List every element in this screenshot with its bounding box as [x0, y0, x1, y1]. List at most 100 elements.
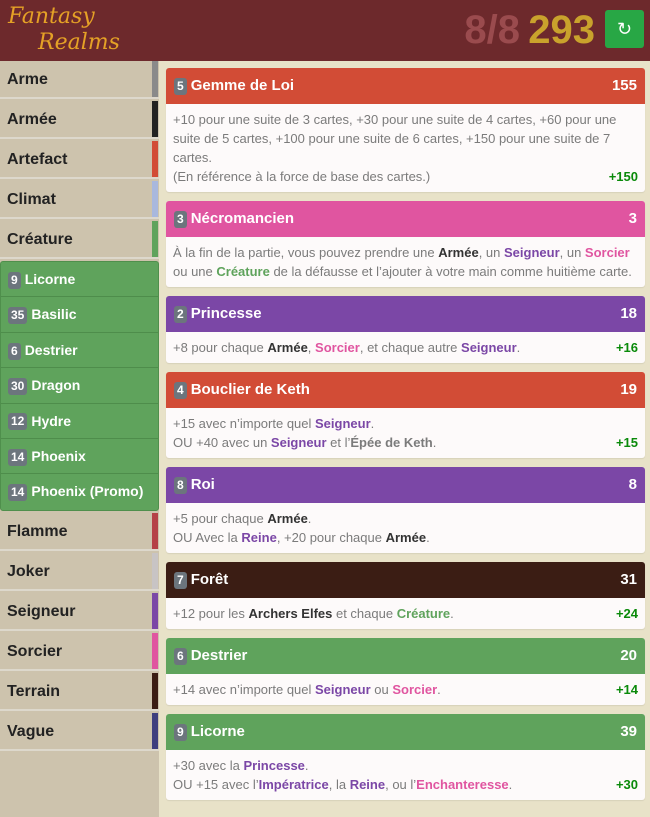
card-score: 8: [628, 476, 637, 493]
total-score: 293: [528, 8, 595, 52]
text-segment: , +20 pour chaque: [276, 530, 386, 545]
category-color-bar: [152, 181, 158, 217]
text-line: +10 pour une suite de 3 cartes, +30 pour…: [173, 110, 638, 167]
strength-badge: 9: [174, 723, 187, 741]
bonus-value: +14: [615, 682, 638, 697]
keyword-creature: Créature: [396, 606, 451, 621]
sidebar-item-label: Sorcier: [7, 642, 63, 660]
text-line: +8 pour chaque Armée, Sorcier, et chaque…: [173, 338, 638, 357]
category-color-bar: [152, 672, 158, 709]
text-segment: .: [304, 758, 309, 773]
text-segment: .: [437, 682, 441, 697]
text-segment: +5 pour chaque: [173, 511, 268, 526]
keyword-armee: Armée: [385, 530, 427, 545]
keyword-armee: Archers Elfes: [248, 606, 333, 621]
sidebar-item[interactable]: Seigneur: [0, 592, 159, 631]
strength-badge: 4: [174, 381, 187, 399]
card-name: Princesse: [190, 305, 262, 322]
text-segment: +15 avec n’importe quel: [173, 416, 316, 431]
keyword-seigneur: Seigneur: [270, 435, 327, 450]
text-line: OU +15 avec l’Impératrice, la Reine, ou …: [173, 775, 638, 794]
text-segment: , ou l’: [385, 777, 417, 792]
sidebar-item[interactable]: Vague: [0, 712, 159, 751]
strength-badge: 3: [174, 210, 187, 228]
card-header[interactable]: 2 Princesse 18: [166, 296, 645, 332]
card-count: 8/8: [464, 8, 520, 52]
hand-card[interactable]: 3 Nécromancien 3 À la fin de la partie, vou…: [166, 201, 645, 287]
hand-card[interactable]: 6 Destrier 20 +14 avec n’importe quel Seign…: [166, 638, 645, 705]
card-header[interactable]: 5 Gemme de Loi 155: [166, 68, 645, 104]
text-segment: +12 pour les: [173, 606, 249, 621]
card-score: 18: [620, 305, 637, 322]
card-header[interactable]: 4 Bouclier de Keth 19: [166, 372, 645, 408]
text-segment: et l’: [326, 435, 351, 450]
hand-card[interactable]: 7 Forêt 31 +12 pour les Archers Elfes et ch…: [166, 562, 645, 629]
sidebar-item[interactable]: Armée: [0, 101, 159, 139]
keyword-seigneur: Reine: [241, 530, 277, 545]
sidebar-item[interactable]: Arme: [0, 61, 159, 99]
keyword-seigneur: Seigneur: [315, 416, 371, 431]
text-segment: OU +15 avec l’: [173, 777, 259, 792]
keyword-sorcier: Enchanteresse: [416, 777, 509, 792]
card-name: Forêt: [190, 571, 229, 588]
keyword-seigneur: Seigneur: [504, 245, 560, 260]
card-option-label: Licorne: [24, 271, 76, 287]
bonus-value: +150: [608, 169, 638, 184]
category-color-bar: [152, 512, 158, 549]
card-option[interactable]: 35 Basilic: [1, 297, 158, 333]
sidebar-item-label: Joker: [7, 562, 50, 580]
sidebar-item-label: Vague: [7, 722, 55, 740]
keyword-sorcier: Sorcier: [584, 245, 630, 260]
sidebar-item[interactable]: Flamme: [0, 512, 159, 551]
hand-card[interactable]: 8 Roi 8 +5 pour chaque Armée. OU Avec la Rei…: [166, 467, 645, 553]
card-header[interactable]: 3 Nécromancien 3: [166, 201, 645, 237]
text-segment: .: [508, 777, 513, 792]
text-segment: ou: [370, 682, 393, 697]
card-header[interactable]: 9 Licorne 39: [166, 714, 645, 750]
sidebar-item-label: Flamme: [7, 522, 68, 540]
card-option[interactable]: 14 Phoenix (Promo): [1, 474, 158, 509]
text-segment: OU Avec la: [173, 530, 242, 545]
hand-card[interactable]: 4 Bouclier de Keth 19 +15 avec n’importe qu…: [166, 372, 645, 458]
sidebar-item[interactable]: Sorcier: [0, 632, 159, 671]
card-option[interactable]: 6 Destrier: [1, 333, 158, 369]
card-header[interactable]: 6 Destrier 20: [166, 638, 645, 674]
category-color-bar: [152, 712, 158, 749]
keyword-seigneur: Seigneur: [461, 340, 517, 355]
refresh-button[interactable]: ↻: [605, 10, 644, 48]
sidebar-item[interactable]: Terrain: [0, 672, 159, 711]
card-option-label: Phoenix (Promo): [31, 483, 144, 500]
keyword-creature: Créature: [216, 264, 270, 279]
logo-text: Fantasy: [8, 4, 95, 29]
hand-card[interactable]: 2 Princesse 18 +8 pour chaque Armée, Sorcie…: [166, 296, 645, 363]
card-option-label: Phoenix: [31, 447, 86, 464]
card-text: À la fin de la partie, vous pouvez prend…: [166, 237, 645, 287]
card-name: Nécromancien: [190, 210, 295, 227]
sidebar-item-label: Créature: [7, 231, 73, 248]
header: Fantasy Realms 8/8 293 ↻: [0, 0, 650, 61]
strength-badge: 6: [8, 342, 21, 360]
category-color-bar: [152, 141, 158, 177]
text-segment: .: [307, 511, 312, 526]
card-option[interactable]: 14 Phoenix: [1, 439, 158, 475]
sidebar-item[interactable]: Créature: [0, 221, 159, 259]
hand-card[interactable]: 5 Gemme de Loi 155 +10 pour une suite de 3 …: [166, 68, 645, 192]
text-segment: .: [450, 606, 454, 621]
card-header[interactable]: 7 Forêt 31: [166, 562, 645, 598]
category-color-bar: [152, 101, 158, 137]
card-text: +8 pour chaque Armée, Sorcier, et chaque…: [166, 332, 645, 363]
hand-card[interactable]: 9 Licorne 39 +30 avec la Princesse. OU +15 a…: [166, 714, 645, 800]
card-text: +12 pour les Archers Elfes et chaque Cré…: [166, 598, 645, 629]
card-header[interactable]: 8 Roi 8: [166, 467, 645, 503]
card-option[interactable]: 30 Dragon: [1, 368, 158, 404]
text-segment: ou une: [173, 264, 217, 279]
card-score: 19: [620, 381, 637, 398]
sidebar-item[interactable]: Joker: [0, 552, 159, 591]
sidebar-item[interactable]: Climat: [0, 181, 159, 219]
card-score: 39: [620, 723, 637, 740]
strength-badge: 7: [174, 571, 187, 589]
sidebar-item[interactable]: Artefact: [0, 141, 159, 179]
card-option[interactable]: 9 Licorne: [1, 262, 158, 298]
card-text: +15 avec n’importe quel Seigneur. OU +40 …: [166, 408, 645, 458]
card-option[interactable]: 12 Hydre: [1, 404, 158, 439]
